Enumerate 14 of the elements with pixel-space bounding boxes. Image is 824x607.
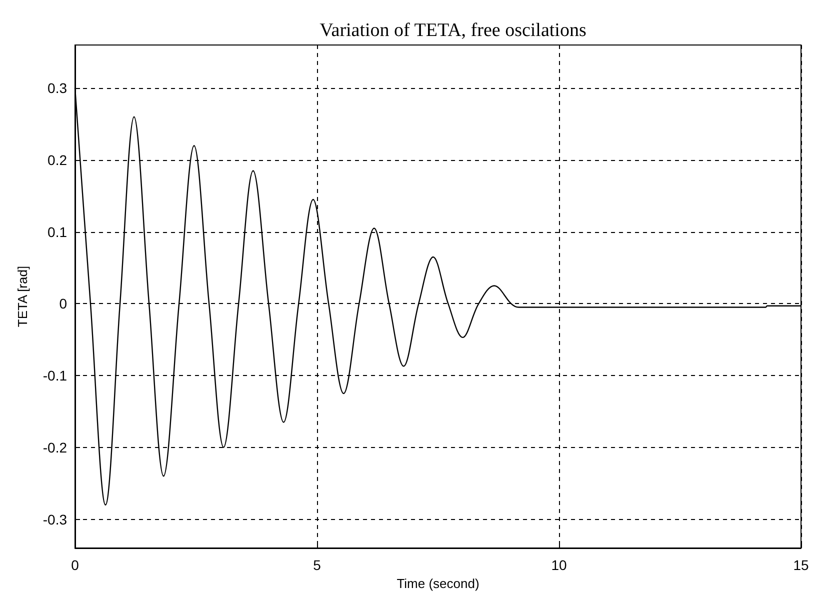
x-tick-label: 5 bbox=[313, 557, 322, 573]
y-tick-label: 0.1 bbox=[48, 224, 68, 240]
x-axis-title: Time (second) bbox=[396, 576, 480, 591]
chart-title: Variation of TETA, free oscilations bbox=[320, 20, 586, 41]
y-tick-label: -0.1 bbox=[42, 368, 68, 384]
x-tick-label: 10 bbox=[551, 557, 567, 573]
y-tick-label: 0.3 bbox=[48, 80, 68, 96]
y-tick-label: -0.3 bbox=[42, 511, 68, 528]
x-tick-label: 15 bbox=[793, 557, 809, 573]
x-tick-label: 0 bbox=[71, 557, 80, 573]
y-tick-label: 0.2 bbox=[48, 152, 68, 168]
y-axis-title: TETA [rad] bbox=[15, 266, 30, 328]
y-tick-label: 0 bbox=[59, 296, 68, 312]
y-tick-label: -0.2 bbox=[42, 439, 68, 456]
